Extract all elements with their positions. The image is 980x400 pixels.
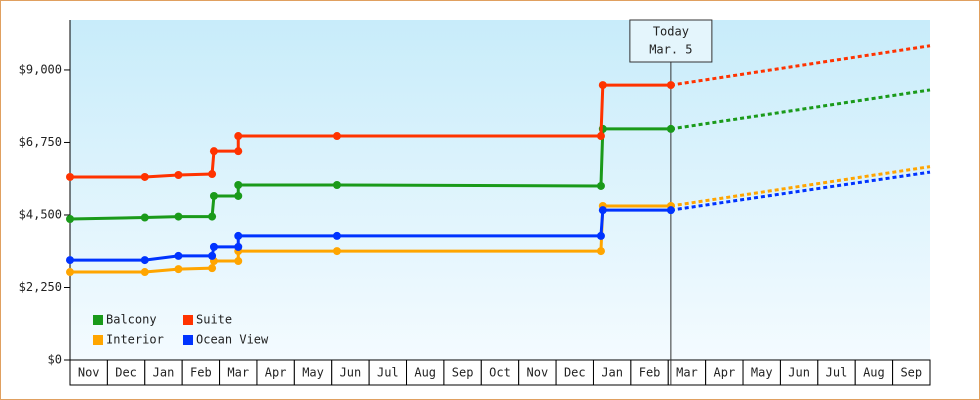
today-date: Mar. 5 (649, 43, 692, 57)
forecast-line (670, 165, 931, 208)
legend-swatch (183, 315, 193, 325)
legend-label: Interior (106, 333, 164, 347)
x-tick-label: Jan (601, 366, 623, 380)
x-tick-label: Feb (190, 366, 212, 380)
legend-label: Balcony (106, 313, 157, 327)
x-tick-label: Sep (900, 366, 922, 380)
today-label: Today (653, 25, 689, 39)
point (174, 171, 183, 180)
point (209, 147, 218, 156)
x-tick-cell (256, 359, 295, 386)
point (66, 256, 74, 265)
x-tick-cell (667, 359, 707, 386)
point (208, 251, 217, 260)
x-tick-label: Nov (78, 366, 100, 380)
today-box (629, 19, 713, 63)
point (234, 147, 243, 156)
y-tick-label: $2,250 (19, 280, 62, 294)
point (140, 172, 149, 181)
point (332, 231, 341, 240)
y-tick-label: $6,750 (19, 135, 62, 149)
x-tick-cell (779, 359, 819, 386)
point (208, 212, 217, 221)
point (332, 181, 341, 190)
forecast-line (670, 170, 931, 212)
point (209, 242, 218, 251)
x-tick-cell (742, 359, 781, 386)
x-tick-label: Jun (340, 366, 362, 380)
point (209, 191, 218, 200)
x-tick-cell (406, 359, 445, 386)
point (234, 242, 243, 251)
point (234, 191, 243, 200)
x-tick-label: Jul (826, 366, 848, 380)
point (174, 212, 183, 221)
x-tick-label: Dec (115, 366, 137, 380)
x-tick-label: Dec (564, 366, 586, 380)
point (332, 132, 341, 141)
x-tick-label: May (302, 366, 324, 380)
x-tick-label: May (751, 366, 773, 380)
x-tick-label: Jan (153, 366, 175, 380)
forecast-line (670, 44, 931, 87)
y-tick-label: $4,500 (19, 207, 62, 221)
point (596, 247, 605, 256)
x-tick-label: Aug (414, 366, 436, 380)
x-tick-label: Feb (639, 366, 661, 380)
point (666, 124, 675, 133)
point (666, 206, 675, 215)
point (140, 213, 149, 222)
x-tick-cell (181, 359, 221, 386)
x-tick-label: Apr (265, 366, 287, 380)
x-tick-cell (480, 359, 520, 386)
point (596, 132, 605, 141)
point (174, 265, 183, 274)
point (140, 268, 149, 277)
legend-label: Ocean View (196, 333, 269, 347)
point (332, 247, 341, 256)
point (596, 231, 605, 240)
x-tick-label: Aug (863, 366, 885, 380)
point (174, 251, 183, 260)
point (66, 268, 74, 277)
point (666, 81, 675, 90)
point (598, 206, 607, 215)
point (208, 264, 217, 273)
x-tick-cell (331, 359, 370, 386)
x-tick-label: Sep (452, 366, 474, 380)
plot-area (70, 20, 930, 360)
point (598, 81, 607, 90)
y-tick-label: $0 (48, 353, 62, 367)
x-tick-cell (555, 359, 594, 386)
legend-swatch (183, 335, 193, 345)
x-tick-cell (592, 359, 632, 386)
x-tick-cell (106, 359, 146, 386)
point (66, 215, 74, 224)
legend-swatch (93, 335, 103, 345)
x-tick-label: Mar (676, 366, 698, 380)
point (234, 231, 243, 240)
x-tick-cell (817, 359, 856, 386)
x-tick-label: Oct (489, 366, 511, 380)
x-tick-label: Jul (377, 366, 399, 380)
point (234, 257, 243, 266)
x-tick-label: Mar (227, 366, 249, 380)
x-tick-cell (854, 359, 894, 386)
point (208, 170, 217, 179)
y-tick-label: $9,000 (19, 62, 62, 76)
point (66, 172, 74, 181)
point (234, 181, 243, 190)
legend-swatch (93, 315, 103, 325)
x-tick-label: Jun (788, 366, 810, 380)
point (140, 256, 149, 265)
legend-label: Suite (196, 313, 232, 327)
x-tick-label: Nov (527, 366, 549, 380)
forecast-line (670, 88, 931, 131)
x-tick-label: Apr (714, 366, 736, 380)
point (596, 181, 605, 190)
point (234, 132, 243, 141)
x-tick-cell (705, 359, 744, 386)
x-tick-cell (892, 359, 931, 386)
